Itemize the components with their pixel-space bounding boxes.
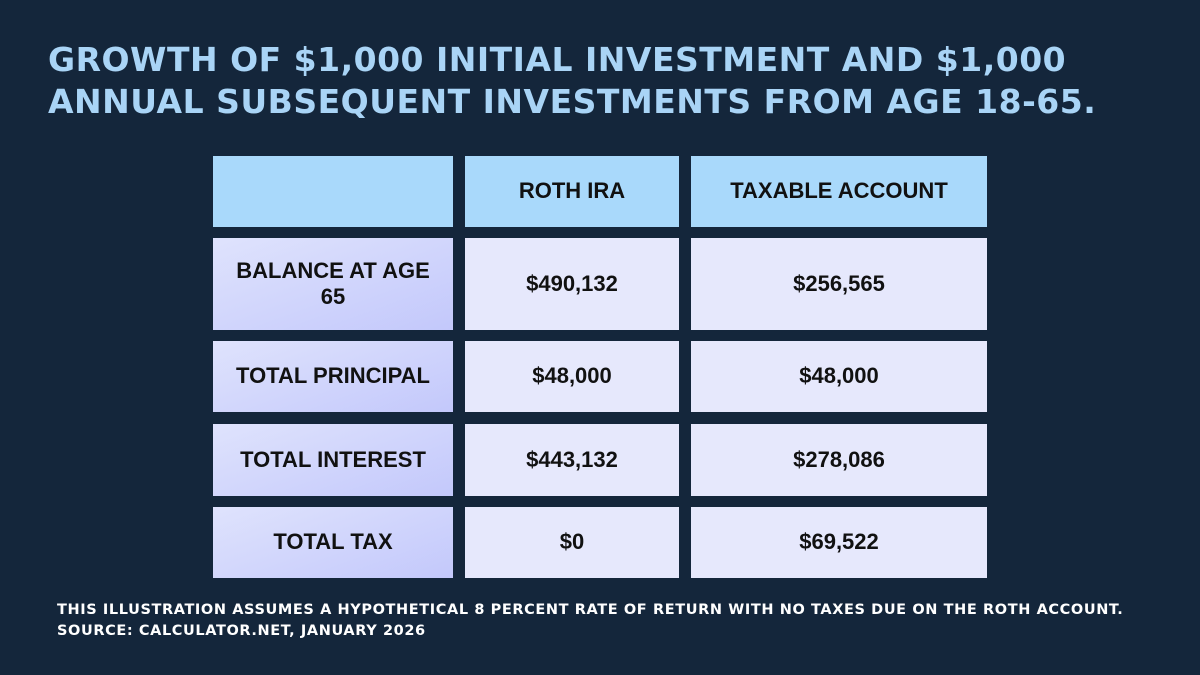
header-corner bbox=[213, 156, 453, 227]
table-cell: $490,132 bbox=[465, 238, 679, 330]
column-header: ROTH IRA bbox=[465, 156, 679, 227]
table-cell: $48,000 bbox=[465, 341, 679, 412]
footnote: THIS ILLUSTRATION ASSUMES A HYPOTHETICAL… bbox=[57, 602, 1124, 618]
column-header: TAXABLE ACCOUNT bbox=[691, 156, 987, 227]
table-cell: $0 bbox=[465, 507, 679, 578]
table-cell: $48,000 bbox=[691, 341, 987, 412]
title: GROWTH OF $1,000 INITIAL INVESTMENT AND … bbox=[48, 40, 1067, 79]
table-cell: $278,086 bbox=[691, 424, 987, 496]
table-cell: $256,565 bbox=[691, 238, 987, 330]
row-label: TOTAL TAX bbox=[213, 507, 453, 578]
footnote: SOURCE: CALCULATOR.NET, JANUARY 2026 bbox=[57, 623, 426, 639]
table-cell: $443,132 bbox=[465, 424, 679, 496]
row-label: TOTAL INTEREST bbox=[213, 424, 453, 496]
table-cell: $69,522 bbox=[691, 507, 987, 578]
row-label: TOTAL PRINCIPAL bbox=[213, 341, 453, 412]
row-label: BALANCE AT AGE 65 bbox=[213, 238, 453, 330]
title: ANNUAL SUBSEQUENT INVESTMENTS FROM AGE 1… bbox=[48, 82, 1097, 121]
